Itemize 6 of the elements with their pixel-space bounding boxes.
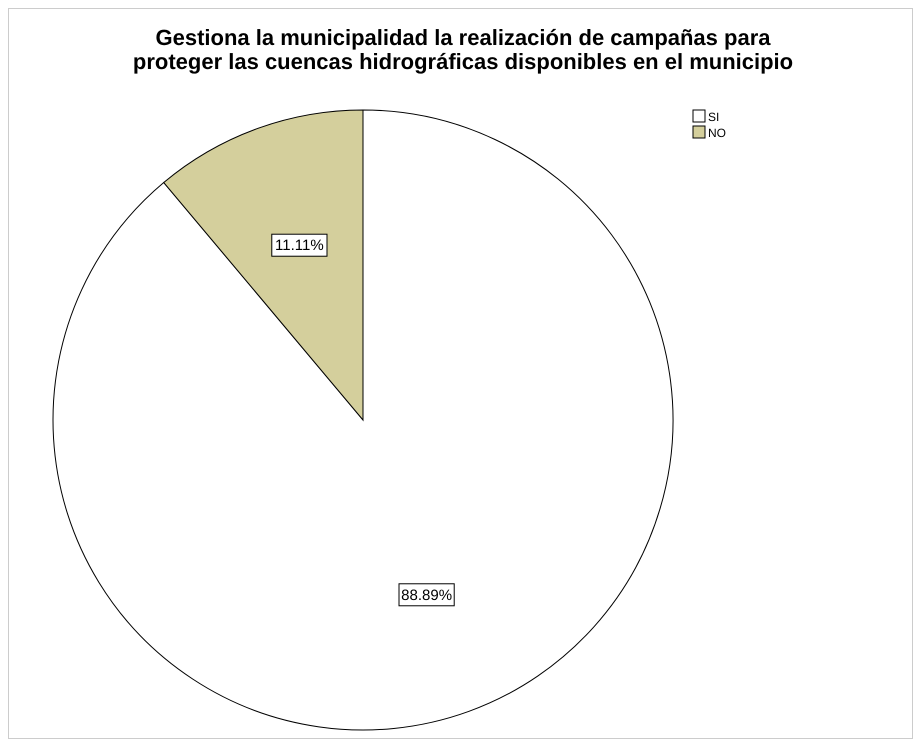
pie-slice xyxy=(52,110,674,730)
chart-title: Gestiona la municipalidad la realización de campañas para proteger las cuencas hidrográficas disponibles en el municipio xyxy=(132,25,794,74)
data-label: 88.89% xyxy=(401,586,452,604)
data-label: 11.11% xyxy=(275,237,324,254)
legend-label: NO xyxy=(708,126,726,140)
legend-label: SI xyxy=(708,110,720,124)
